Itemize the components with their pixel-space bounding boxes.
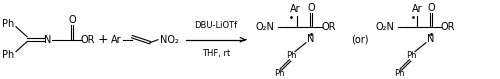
Text: N: N (44, 35, 52, 45)
Text: OR: OR (322, 22, 336, 32)
Text: DBU-LiOTf: DBU-LiOTf (194, 21, 238, 30)
Text: N: N (308, 34, 314, 44)
Text: NO₂: NO₂ (160, 35, 178, 45)
Text: Ph: Ph (274, 69, 284, 78)
Text: OR: OR (441, 22, 455, 32)
Text: O₂N: O₂N (376, 22, 394, 32)
Text: (or): (or) (351, 35, 369, 45)
Text: OR: OR (81, 35, 95, 45)
Text: O: O (427, 3, 435, 13)
Text: +: + (98, 33, 108, 46)
Text: O₂N: O₂N (256, 22, 274, 32)
Text: Ph: Ph (2, 50, 14, 60)
Text: Ph: Ph (2, 19, 14, 29)
Text: THF, rt: THF, rt (202, 49, 230, 58)
Text: Ph: Ph (394, 69, 404, 78)
Text: Ar: Ar (412, 4, 422, 14)
Text: O: O (68, 15, 76, 25)
Text: Ph: Ph (286, 51, 296, 60)
Text: Ph: Ph (406, 51, 416, 60)
Text: O: O (307, 3, 315, 13)
Text: N: N (428, 34, 434, 44)
Text: Ar: Ar (110, 35, 122, 45)
Text: Ar: Ar (290, 4, 300, 14)
